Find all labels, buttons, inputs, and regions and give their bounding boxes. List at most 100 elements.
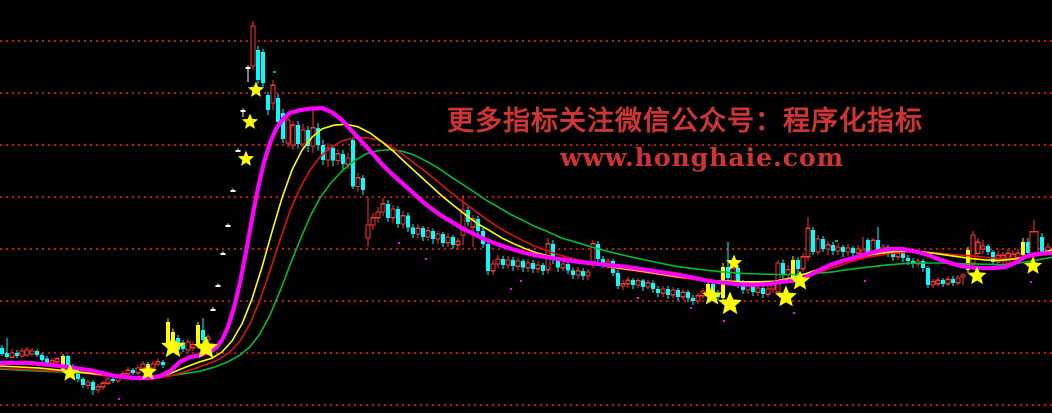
candle-body-down	[736, 268, 740, 284]
candle-body-up	[380, 203, 386, 213]
candle-body-flat	[220, 253, 226, 256]
ma-slow-green	[0, 148, 1052, 379]
noise-dot	[118, 398, 120, 400]
candle-body-signal	[1021, 242, 1025, 256]
candle-body-down	[15, 353, 19, 357]
candle-body-up	[270, 84, 276, 104]
candle-body-signal	[196, 324, 200, 346]
candle-body-up	[125, 369, 131, 375]
candle-body-down	[276, 98, 280, 123]
candle-body-down	[161, 361, 165, 365]
candle-body-up	[455, 240, 461, 246]
candle-body-up	[435, 233, 441, 240]
ma-mid-red	[0, 136, 1052, 380]
candle-body-up	[695, 295, 701, 302]
candle-body-up	[190, 344, 196, 349]
candle-body-down	[296, 125, 300, 144]
candle-body-up	[625, 279, 631, 285]
candle-body-down	[431, 230, 435, 240]
noise-dot	[864, 280, 866, 282]
signal-star-icon	[775, 285, 797, 307]
candle-body-up	[325, 147, 331, 161]
candle-body-up	[955, 277, 961, 284]
candle-body-up	[620, 283, 626, 287]
signal-star-icon	[967, 266, 987, 285]
candle-body-down	[521, 260, 525, 268]
candle-body-down	[361, 177, 365, 191]
candle-body-down	[131, 370, 135, 373]
candle-body-up	[975, 241, 981, 254]
candle-body-up	[54, 358, 60, 363]
candle-body-down	[486, 243, 490, 271]
candle-body-up	[19, 350, 25, 357]
candle-body-up	[970, 234, 976, 264]
candle-body-up	[560, 263, 566, 269]
candle-body-up	[155, 361, 161, 365]
candle-body-down	[66, 356, 70, 368]
candle-body-down	[866, 240, 870, 256]
candle-body-up	[49, 360, 55, 364]
candle-body-up	[370, 217, 376, 226]
candle-body-up	[960, 274, 966, 278]
candle-body-down	[76, 372, 80, 379]
candle-body-down	[761, 288, 765, 295]
signal-star-icon	[61, 363, 79, 381]
candle-body-down	[181, 342, 185, 349]
candle-body-down	[596, 243, 600, 259]
candle-body-down	[316, 127, 320, 145]
candle-body-down	[321, 145, 325, 161]
candle-body-up	[85, 381, 91, 386]
candle-body-flat	[245, 67, 251, 69]
candle-body-down	[601, 258, 605, 266]
candle-body-up	[935, 279, 941, 285]
signal-star-icon	[241, 113, 259, 129]
candle-body-down	[451, 237, 455, 245]
candle-body-down	[566, 264, 570, 271]
candle-body-down	[81, 379, 85, 386]
candle-body-flat	[240, 110, 246, 113]
candle-body-down	[631, 280, 635, 285]
candle-body-up	[635, 280, 641, 286]
candle-body-up	[835, 246, 841, 252]
candle-body-up	[930, 281, 936, 286]
candle-body-up	[535, 264, 541, 270]
candle-body-up	[290, 124, 296, 146]
noise-dot	[690, 307, 692, 309]
candle-body-down	[386, 203, 390, 218]
candle-body-down	[901, 253, 905, 258]
candle-body-down	[396, 208, 400, 225]
candle-body-up	[105, 378, 111, 384]
candle-body-flat	[215, 284, 221, 287]
noise-dot	[520, 280, 522, 282]
candle-body-up	[445, 236, 451, 244]
candle-body-up	[680, 291, 686, 298]
candle-body-down	[201, 330, 205, 340]
candle-body-up	[150, 363, 156, 369]
candle-body-down	[411, 227, 415, 234]
candle-body-up	[1029, 231, 1039, 254]
candle-body-down	[111, 379, 115, 382]
noise-dot	[723, 320, 725, 322]
candle-body-up	[460, 209, 466, 236]
noise-dot	[510, 288, 512, 290]
candle-body-down	[941, 280, 945, 284]
candle-body-up	[95, 386, 101, 391]
candle-body-up	[660, 288, 666, 294]
candle-body-up	[345, 157, 351, 165]
candle-body-down	[40, 355, 44, 360]
candle-body-down	[641, 280, 645, 287]
candle-body-up	[9, 352, 15, 358]
candle-body-down	[531, 263, 535, 269]
candle-body-signal	[166, 321, 170, 346]
candle-body-flat	[235, 150, 241, 153]
candle-body-down	[651, 282, 655, 290]
candle-body-up	[980, 245, 986, 250]
candle-body-up	[855, 248, 861, 254]
candle-body-up	[515, 260, 521, 267]
candle-body-up	[505, 259, 511, 266]
candle-body-down	[261, 51, 265, 84]
candle-body-signal	[61, 356, 65, 372]
candle-body-down	[256, 49, 260, 80]
